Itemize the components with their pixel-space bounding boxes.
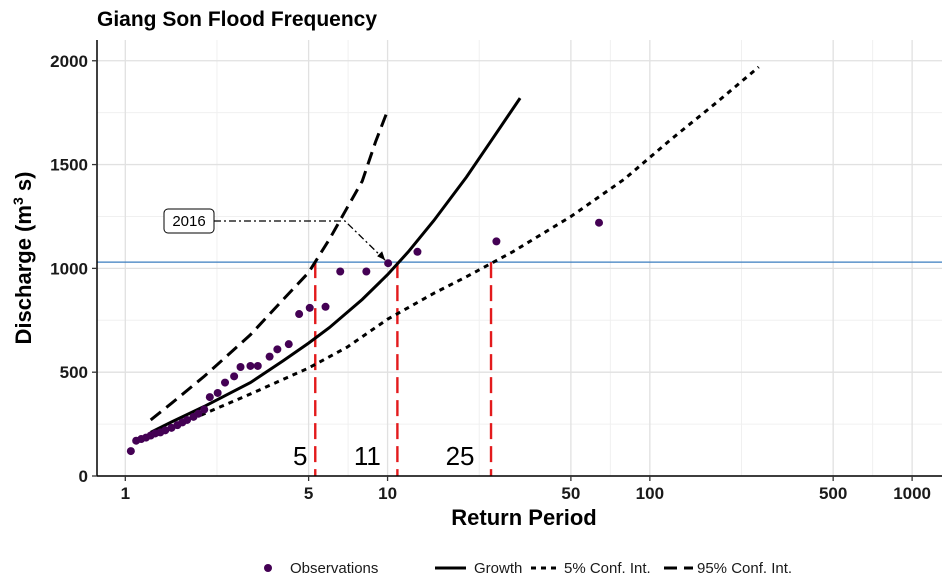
y-tick-label: 500 (60, 363, 88, 382)
observation-point (284, 340, 293, 349)
x-tick-label: 5 (304, 484, 313, 503)
observation-point (384, 259, 393, 268)
x-tick-label: 1000 (893, 484, 931, 503)
y-axis-title-tail: s) (11, 172, 36, 198)
legend: Observations Growth 5% Conf. Int. 95% Conf.… (264, 560, 792, 577)
return-period-label-5: 5 (293, 441, 307, 471)
observation-point (161, 426, 170, 435)
legend-observations-marker (264, 564, 272, 572)
grid (97, 40, 942, 477)
annotation-box (163, 208, 215, 234)
observation-point (126, 447, 135, 456)
curve-95-conf-int (149, 110, 389, 422)
x-tick-label: 50 (561, 484, 580, 503)
observation-point (230, 372, 239, 381)
chart-title: Giang Son Flood Frequency (97, 8, 377, 31)
observation-point (595, 218, 604, 227)
observation-point (183, 415, 192, 424)
axes: 0 500 1000 1500 2000 1 5 10 50 100 500 1000 (50, 40, 942, 503)
observation-point (265, 352, 274, 361)
x-axis-title: Return Period (451, 505, 596, 530)
observation-point (213, 388, 222, 397)
curve-growth (150, 97, 522, 434)
return-period-label-25: 25 (446, 441, 475, 471)
curve-5-conf-int (154, 65, 760, 437)
observation-point (236, 363, 245, 371)
annotation-label: 2016 (172, 213, 205, 230)
observation-point (492, 237, 501, 246)
plot-area: 2016 5 11 25 (97, 65, 942, 476)
y-axis-title-base: Discharge (m (11, 205, 36, 344)
x-tick-label: 10 (378, 484, 397, 503)
legend-95-conf-int-label: 95% Conf. Int. (697, 560, 792, 577)
y-tick-label: 2000 (50, 52, 88, 71)
observation-point (205, 393, 214, 402)
x-tick-label: 100 (636, 484, 664, 503)
observation-point (200, 405, 209, 414)
observation-point (305, 303, 314, 312)
y-axis-title-sup: 3 (10, 197, 26, 205)
observation-point (295, 310, 304, 319)
observation-point (194, 409, 203, 418)
annotation-arrowhead (377, 251, 386, 261)
observation-point (336, 267, 345, 276)
observation-point (221, 378, 230, 387)
observation-point (253, 361, 262, 370)
x-tick-label: 1 (121, 484, 130, 503)
observation-point (362, 267, 371, 276)
observation-point (273, 345, 282, 354)
annotation-leader (214, 220, 386, 261)
y-tick-label: 1000 (50, 259, 88, 278)
x-tick-label: 500 (819, 484, 847, 503)
observation-point (413, 247, 422, 256)
y-tick-label: 0 (79, 467, 88, 486)
legend-growth-label: Growth (474, 560, 522, 577)
legend-observations-label: Observations (290, 560, 378, 577)
observation-point (246, 361, 255, 370)
return-period-label-11: 11 (354, 441, 381, 471)
legend-5-conf-int-label: 5% Conf. Int. (564, 560, 651, 577)
y-tick-label: 1500 (50, 156, 88, 175)
y-axis-title: Discharge (m3 s) (10, 172, 36, 345)
observation-point (321, 302, 330, 311)
